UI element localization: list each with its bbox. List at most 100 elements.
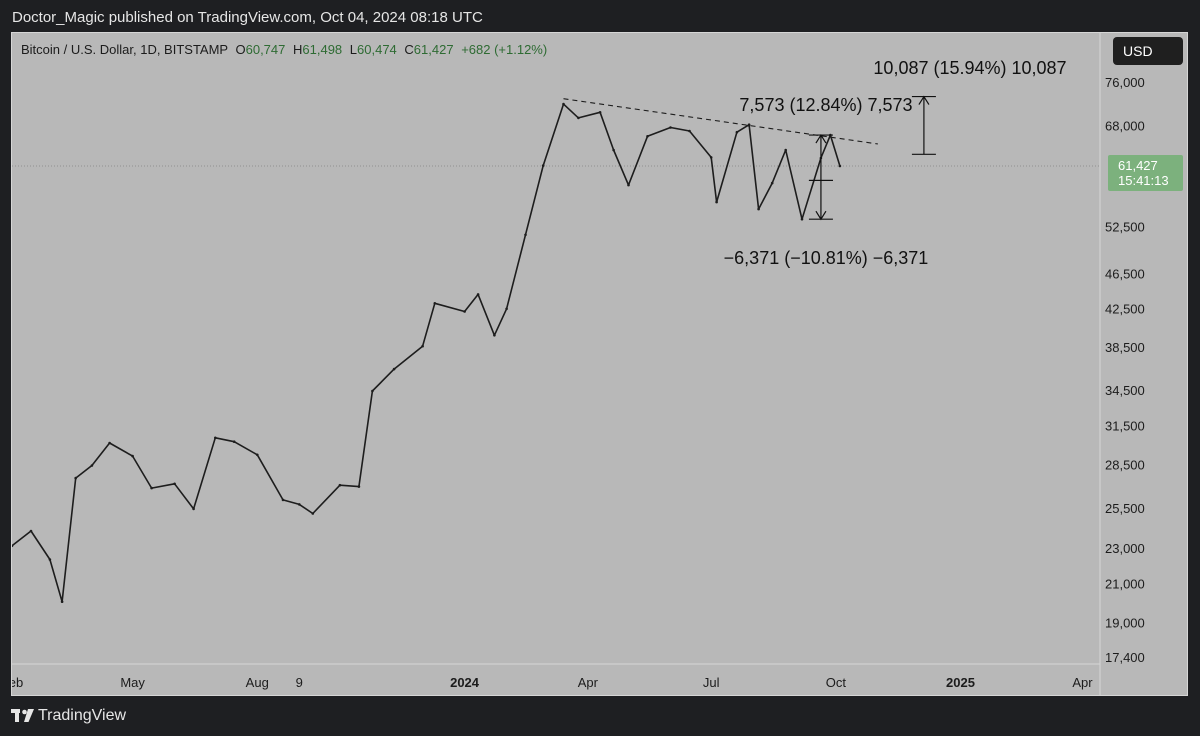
price-point [669, 126, 672, 129]
price-point [838, 164, 842, 168]
price-point [800, 217, 804, 221]
y-tick-label: 38,500 [1105, 340, 1145, 355]
open-label: O [235, 42, 246, 57]
price-point [784, 148, 787, 152]
price-point [90, 464, 94, 467]
price-point [715, 200, 718, 204]
x-tick-label: Oct [826, 675, 847, 690]
y-tick-label: 19,000 [1105, 616, 1145, 631]
price-point [48, 558, 52, 561]
high-label: H [293, 42, 303, 57]
low-value: 60,474 [357, 42, 397, 57]
price-chart[interactable]: 76,000 68,000 52,500 46,500 42,500 38,500 34,5… [12, 33, 1188, 696]
price-point [214, 436, 217, 440]
price-point [281, 498, 285, 502]
price-point [357, 485, 361, 488]
change-value: +682 (+1.12%) [461, 42, 548, 57]
price-point [298, 503, 301, 506]
y-tick-label: 21,000 [1105, 577, 1145, 592]
price-point [74, 476, 77, 480]
price-point [108, 441, 111, 445]
x-tick-label: Apr [1072, 675, 1093, 690]
price-point [562, 102, 565, 106]
price-point [173, 482, 176, 486]
tradingview-logo-icon [11, 709, 34, 722]
price-series-line [12, 103, 841, 603]
y-tick-label: 42,500 [1105, 302, 1145, 317]
range-down-arrow-icon [815, 210, 827, 221]
price-point [541, 164, 545, 167]
price-point [757, 207, 760, 211]
price-point [60, 600, 64, 603]
price-point [688, 129, 691, 133]
price-point [421, 344, 424, 348]
price-point [392, 367, 396, 371]
x-tick-label: Aug [246, 675, 269, 690]
measure-label-down: −6,371 (−10.81%) −6,371 [724, 248, 929, 268]
x-tick-label: 2024 [450, 675, 480, 690]
ohlc-legend: Bitcoin / U.S. Dollar, 1D, BITSTAMP O60,… [21, 42, 547, 57]
x-tick-label: Feb [12, 675, 23, 690]
measure-label-up-right: 10,087 (15.94%) 10,087 [873, 58, 1066, 78]
x-tick-label: Apr [578, 675, 599, 690]
price-point [735, 130, 739, 134]
price-point [612, 148, 615, 152]
price-point [192, 507, 195, 511]
price-point [646, 135, 649, 138]
open-value: 60,747 [245, 42, 286, 57]
price-point [524, 233, 527, 237]
last-price: 61,427 [1118, 158, 1158, 173]
bar-countdown: 15:41:13 [1118, 173, 1169, 188]
y-tick-label: 34,500 [1105, 383, 1145, 398]
price-point [493, 334, 496, 337]
close-label: C [404, 42, 414, 57]
symbol-label: Bitcoin / U.S. Dollar, 1D, BITSTAMP [21, 42, 228, 57]
currency-button[interactable]: USD [1113, 37, 1183, 65]
price-point [150, 486, 153, 490]
footer-brand: TradingView [38, 707, 127, 724]
y-tick-label: 76,000 [1105, 75, 1145, 90]
header-bar: Doctor_Magic published on TradingView.co… [0, 0, 1200, 32]
measure-label-up-middle: 7,573 (12.84%) 7,573 [739, 95, 912, 115]
price-point [371, 389, 374, 393]
trendline-dashed [563, 98, 878, 145]
low-label: L [349, 42, 358, 57]
y-tick-label: 31,500 [1105, 419, 1145, 434]
y-tick-label: 17,400 [1105, 650, 1145, 665]
publisher-text: Doctor_Magic published on TradingView.co… [12, 9, 483, 26]
price-point [709, 156, 713, 159]
y-tick-label: 25,500 [1105, 501, 1145, 516]
y-tick-label: 28,500 [1105, 458, 1145, 473]
range-up-middle-arrow-icon [815, 133, 827, 144]
y-tick-label: 68,000 [1105, 118, 1145, 133]
close-value: 61,427 [413, 42, 454, 57]
last-price-badge: 61,427 15:41:13 [1108, 155, 1183, 191]
y-tick-label: 52,500 [1105, 219, 1145, 234]
price-point [311, 512, 315, 515]
x-tick-label: 9 [296, 675, 303, 690]
x-tick-label: 2025 [946, 675, 975, 690]
x-tick-label: May [120, 675, 145, 690]
price-point [12, 544, 14, 548]
price-point [463, 310, 466, 313]
y-tick-label: 46,500 [1105, 267, 1145, 282]
price-point [627, 183, 630, 187]
price-point [131, 454, 134, 458]
footer: TradingView [0, 696, 1200, 736]
price-point [505, 307, 508, 311]
price-point [338, 483, 342, 487]
range-up-right-arrow-icon [918, 95, 930, 105]
price-point [29, 529, 33, 533]
high-value: 61,498 [302, 42, 343, 57]
chart-frame[interactable]: 76,000 68,000 52,500 46,500 42,500 38,500 34,5… [11, 32, 1188, 696]
price-point [598, 111, 602, 114]
price-point [232, 440, 236, 444]
price-point [770, 181, 774, 185]
price-point [476, 293, 480, 296]
price-point [577, 116, 580, 120]
price-point [747, 123, 751, 126]
price-point [433, 302, 437, 305]
y-tick-label: 23,000 [1105, 541, 1145, 556]
x-tick-label: Jul [703, 675, 720, 690]
price-point [256, 453, 259, 457]
